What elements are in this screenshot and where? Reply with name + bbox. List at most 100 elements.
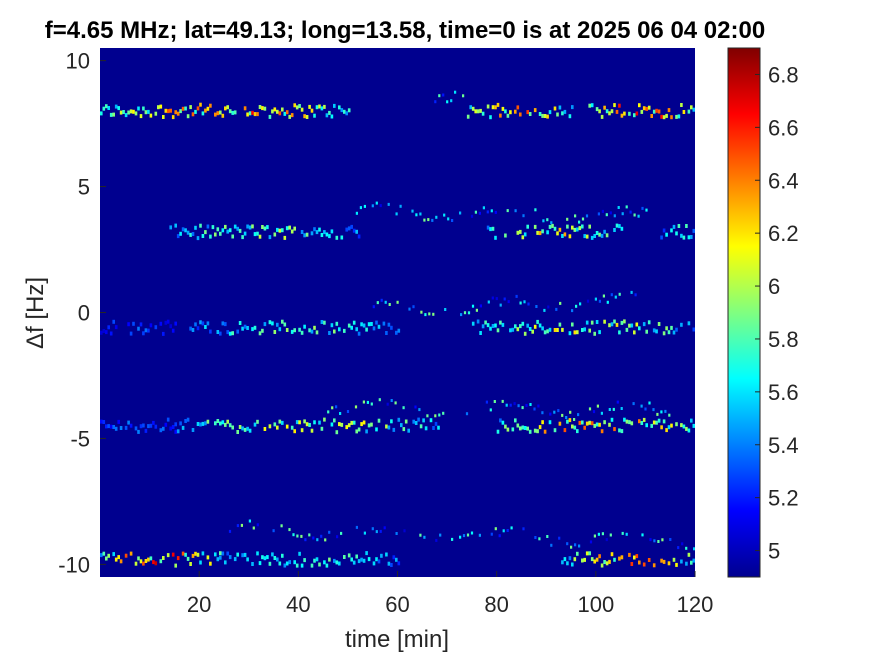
heat-cell	[687, 428, 691, 433]
heat-cell	[196, 106, 200, 111]
heat-cell	[682, 424, 686, 429]
heat-cell	[486, 104, 490, 109]
heat-cell	[595, 231, 599, 235]
heat-cell	[228, 109, 232, 114]
heat-cell	[495, 297, 498, 301]
heat-cell	[546, 218, 549, 222]
heat-cell	[219, 555, 222, 560]
heat-cell	[214, 232, 217, 237]
heat-cell	[662, 419, 666, 424]
heat-cell	[263, 427, 267, 431]
heat-cell	[323, 230, 326, 235]
heat-cell	[335, 560, 339, 565]
heat-cell	[590, 320, 594, 325]
heat-cell	[127, 420, 130, 425]
heat-cell	[598, 554, 601, 559]
heat-cell	[566, 542, 569, 546]
heat-cell	[221, 420, 225, 425]
heat-cell	[261, 555, 264, 560]
heat-cell	[563, 232, 567, 237]
heat-cell	[191, 232, 195, 236]
heat-cell	[447, 217, 450, 221]
heat-cell	[248, 225, 252, 230]
heat-cell	[546, 329, 549, 334]
heat-cell	[241, 426, 244, 431]
heat-cell	[685, 224, 688, 228]
heat-cell	[593, 534, 596, 538]
heat-cell	[581, 558, 584, 563]
heat-cell	[399, 204, 402, 208]
heat-cell	[675, 327, 678, 332]
band-0-branch	[434, 90, 465, 104]
spectral-band-0	[100, 90, 695, 120]
heat-cell	[571, 562, 574, 567]
heat-cell	[214, 112, 217, 117]
heat-cell	[521, 235, 525, 240]
heat-cell	[370, 402, 373, 406]
heat-cell	[523, 300, 526, 304]
heat-cell	[665, 428, 668, 433]
heat-cell	[184, 106, 187, 111]
heat-cell	[144, 110, 148, 115]
heat-cell	[652, 563, 656, 568]
heat-cell	[602, 294, 605, 298]
heat-cell	[149, 113, 153, 118]
heat-cell	[252, 526, 255, 530]
heat-cell	[283, 322, 287, 327]
heat-cell	[573, 227, 577, 232]
heat-cell	[613, 228, 616, 232]
heat-cell	[603, 229, 606, 234]
heat-cell	[281, 107, 284, 112]
heat-cell	[357, 427, 361, 432]
heat-cell	[387, 202, 390, 206]
heat-cell	[388, 303, 391, 306]
heat-cell	[608, 559, 611, 564]
heat-cell	[680, 322, 683, 327]
heat-cell	[620, 226, 624, 231]
heat-cell	[655, 420, 658, 425]
heat-cell	[181, 106, 185, 111]
heat-cell	[310, 563, 314, 568]
heat-cell	[692, 423, 695, 428]
heat-cell	[236, 552, 239, 557]
heat-cell	[569, 410, 572, 414]
heat-cell	[491, 105, 495, 110]
heat-cell	[536, 319, 539, 324]
heat-cell	[489, 326, 492, 331]
heat-cell	[589, 540, 593, 544]
heat-cell	[470, 531, 474, 535]
heat-cell	[308, 533, 311, 537]
heat-cell	[493, 400, 496, 403]
heat-cell	[343, 328, 346, 333]
colorbar-tick-label: 5.8	[768, 327, 799, 352]
heat-cell	[340, 108, 344, 113]
heat-cell	[605, 213, 608, 217]
heat-cell	[610, 109, 614, 114]
heat-cell	[221, 321, 225, 326]
heat-cell	[256, 231, 259, 236]
heat-cell	[677, 546, 680, 550]
heat-cell	[628, 111, 631, 116]
heat-cell	[305, 115, 309, 119]
heat-cell	[479, 108, 482, 113]
heat-cell	[519, 112, 522, 117]
heat-cell	[647, 105, 651, 110]
heat-cell	[590, 557, 594, 562]
heat-cell	[638, 560, 641, 565]
heat-cell	[420, 310, 423, 314]
heat-cell	[677, 224, 681, 228]
heat-cell	[292, 533, 295, 537]
heat-cell	[372, 561, 376, 566]
heat-cell	[558, 105, 562, 110]
heat-cell	[228, 228, 232, 233]
heat-cell	[426, 414, 429, 418]
heat-cell	[687, 552, 691, 557]
colorbar: 5 5.2 5.4 5.6 5.8 6 6.2 6.4 6.6 6.8	[727, 47, 799, 578]
heat-cell	[288, 528, 291, 532]
heat-cell	[522, 214, 525, 218]
heat-cell	[248, 111, 252, 116]
heat-cell	[246, 426, 249, 431]
heat-cell	[595, 107, 599, 112]
heat-cell	[378, 398, 381, 402]
heat-cell	[380, 298, 383, 302]
